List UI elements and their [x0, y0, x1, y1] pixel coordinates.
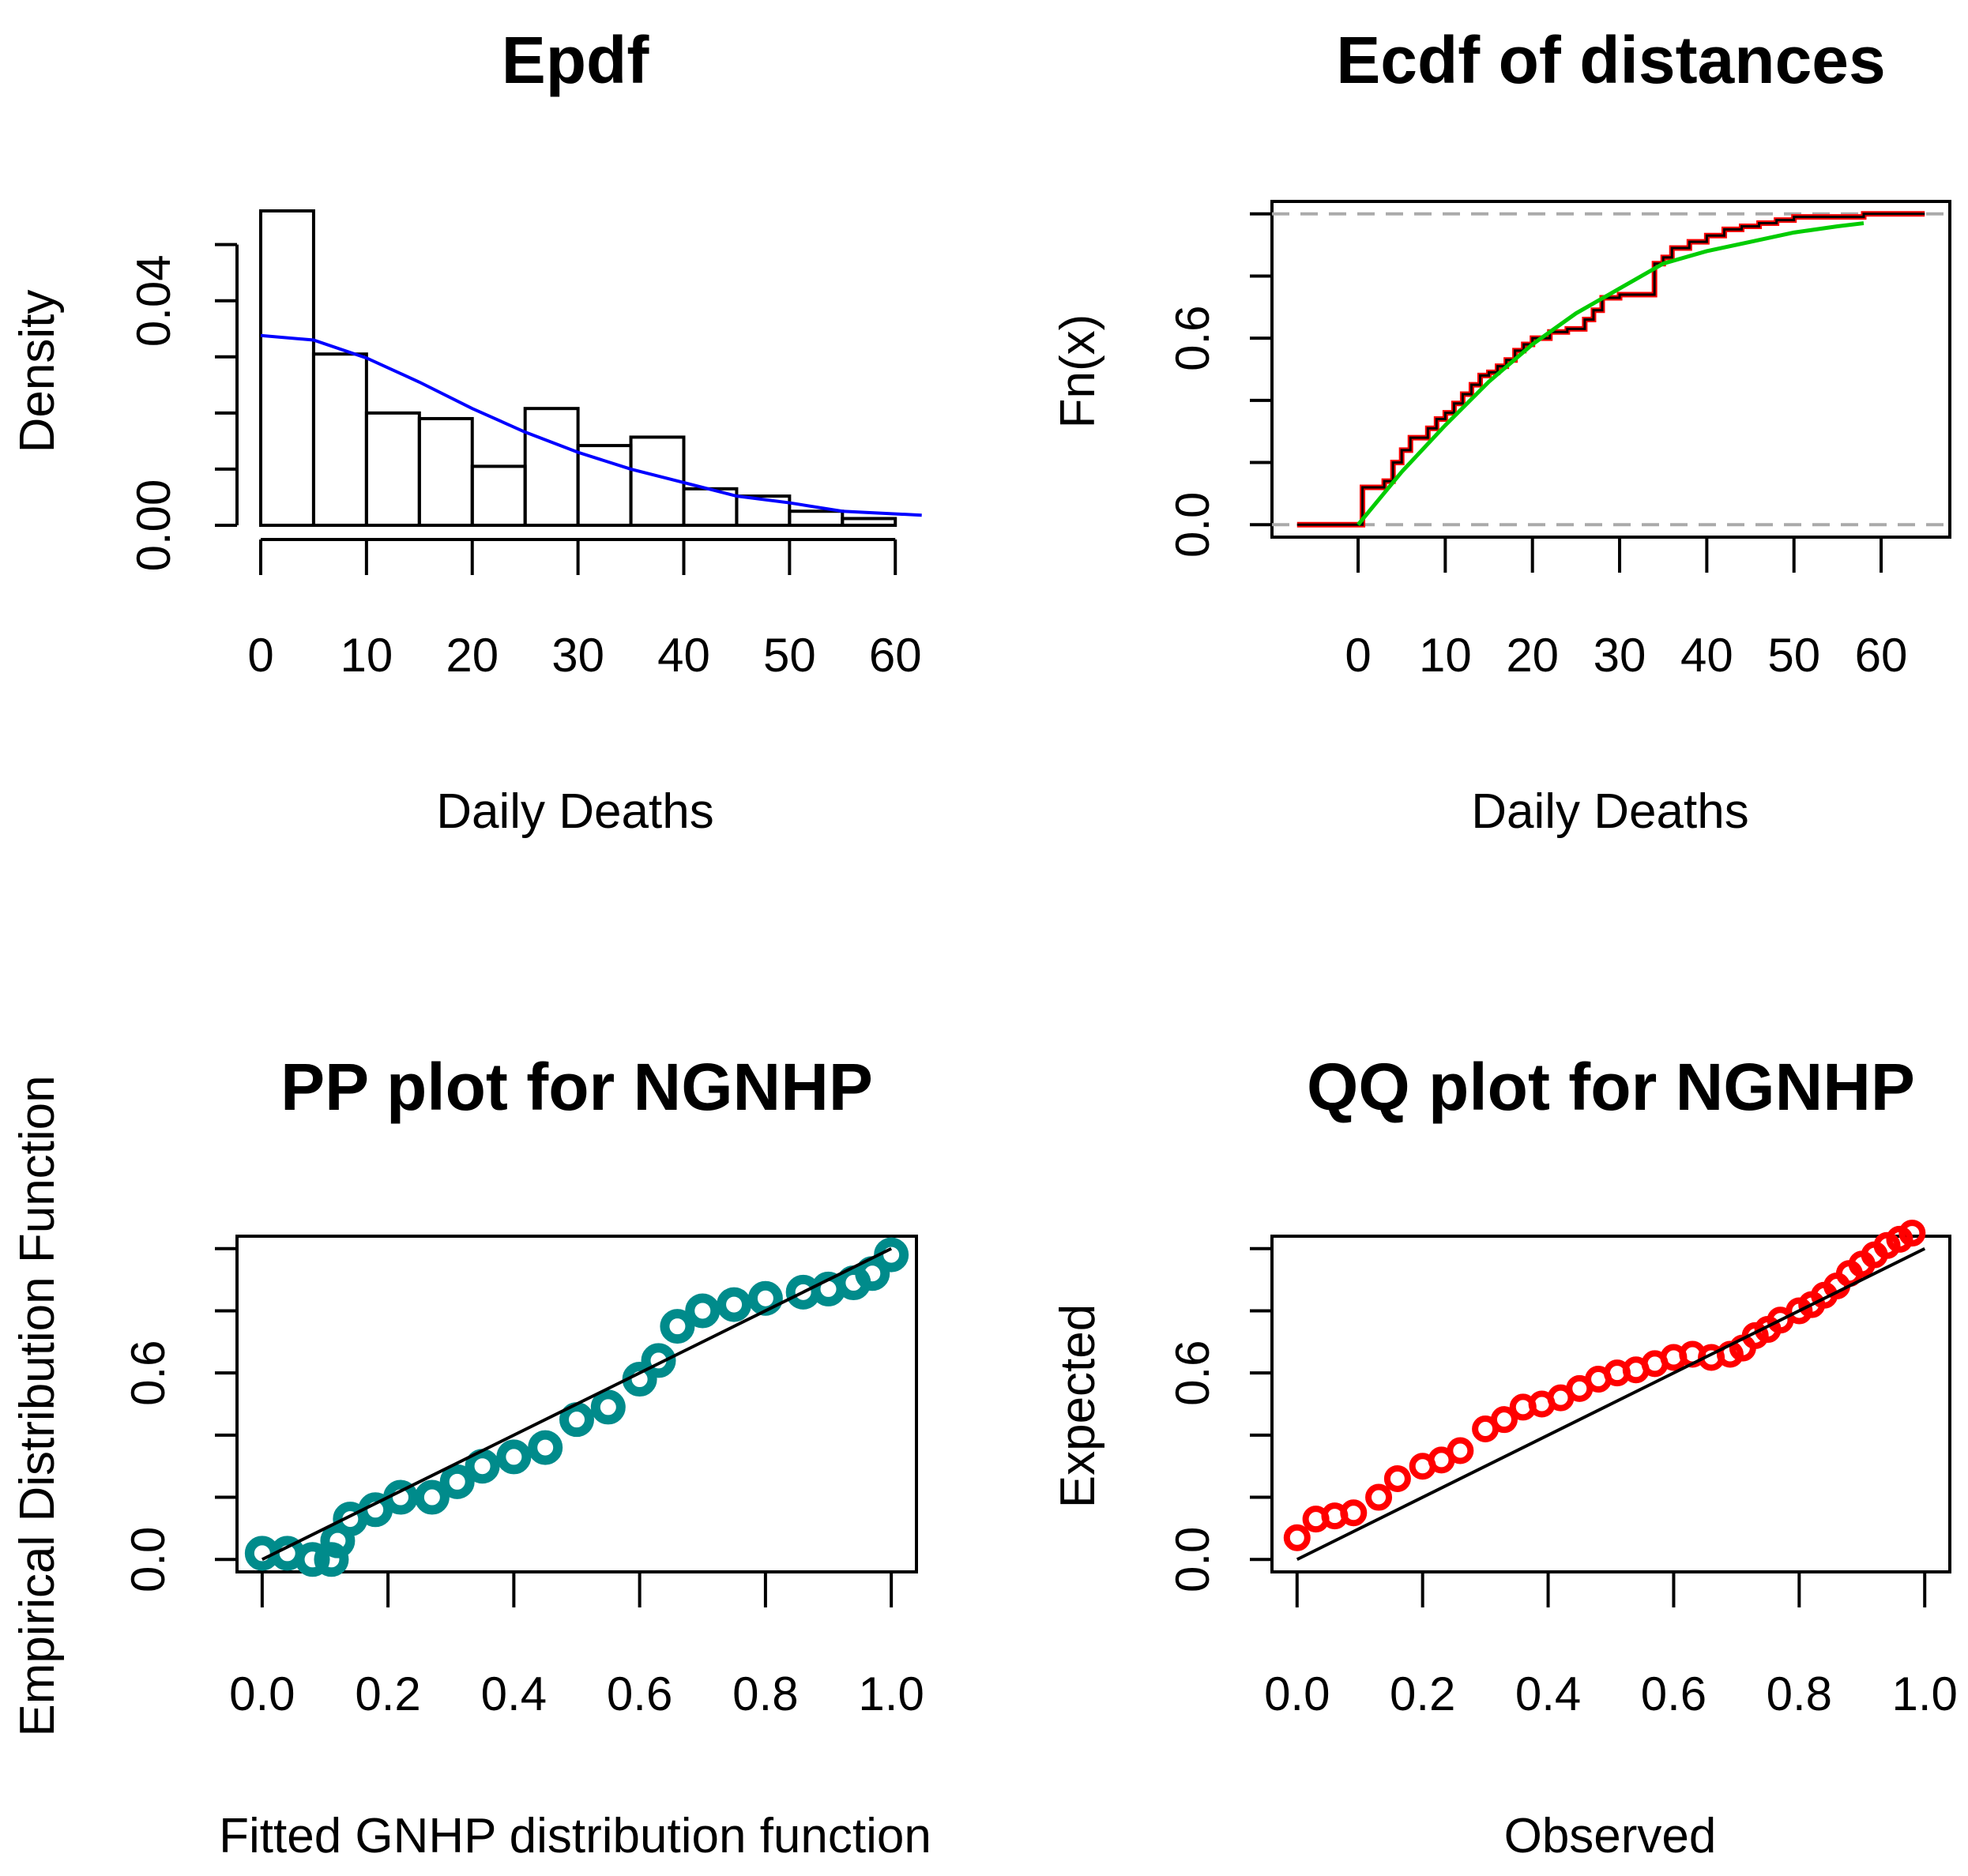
- density-curve: [260, 333, 922, 517]
- data-point: [660, 1309, 695, 1344]
- x-tick-label: 60: [869, 629, 922, 682]
- x-tick-label: 40: [657, 629, 710, 682]
- data-point: [1447, 1437, 1474, 1464]
- histogram-bar: [523, 407, 580, 528]
- data-point: [414, 1479, 450, 1515]
- histogram-bar: [259, 209, 315, 527]
- data-point: [590, 1389, 626, 1425]
- reference-line: [1296, 1246, 1926, 1562]
- x-tick-label: 1.0: [1892, 1667, 1958, 1720]
- panel-epdf: Epdf Daily Deaths Density 0.00 0.04 0 10 20 30 40…: [10, 23, 922, 839]
- x-tick-label: 0.2: [1390, 1667, 1455, 1720]
- data-point: [874, 1237, 909, 1273]
- x-axis-label: Observed: [1504, 1809, 1717, 1863]
- x-axis-label: Fitted GNHP distribution function: [219, 1809, 931, 1863]
- x-tick-label: 50: [1767, 629, 1820, 682]
- data-point: [496, 1439, 532, 1475]
- data-point: [295, 1542, 330, 1577]
- histogram-bar: [576, 444, 633, 527]
- chart-title: QQ plot for NGNHP: [1307, 1050, 1915, 1124]
- x-tick-label: 0: [1345, 629, 1371, 682]
- x-tick-label: 40: [1680, 629, 1733, 682]
- panel-ecdf: Ecdf of distances Daily Deaths Fn(x) 0.0 0.6…: [1051, 23, 1951, 839]
- y-tick-label: 0.0: [1166, 1527, 1219, 1592]
- reference-line: [261, 1246, 893, 1562]
- x-tick-label: 50: [763, 629, 816, 682]
- data-point: [717, 1287, 752, 1322]
- x-tick-label: 20: [446, 629, 499, 682]
- chart-title: Ecdf of distances: [1336, 23, 1886, 97]
- y-axis-label: Expected: [1051, 1304, 1105, 1509]
- y-tick-label: 0.00: [127, 479, 180, 572]
- data-point: [1898, 1220, 1926, 1247]
- x-tick-label: 0.6: [607, 1667, 672, 1720]
- data-point: [528, 1430, 563, 1465]
- data-point: [855, 1256, 890, 1291]
- histogram-bar: [788, 509, 845, 527]
- x-tick-label: 0.4: [1515, 1667, 1581, 1720]
- x-tick-label: 30: [551, 629, 604, 682]
- x-tick-label: 0.4: [481, 1667, 547, 1720]
- histogram-bar: [364, 411, 421, 527]
- x-tick-label: 0.8: [732, 1667, 798, 1720]
- panel-qq: QQ plot for NGNHP Observed Expected 0.0 0.6 0…: [1051, 1050, 1958, 1863]
- histogram-bar: [470, 464, 527, 527]
- data-point: [1490, 1406, 1518, 1434]
- x-tick-label: 0.0: [229, 1667, 295, 1720]
- y-axis-label: Empirical Distribution Function: [10, 1075, 65, 1736]
- x-tick-label: 20: [1506, 629, 1559, 682]
- histogram-bar: [417, 416, 474, 528]
- data-point: [1365, 1483, 1393, 1511]
- data-point: [465, 1449, 500, 1484]
- histogram-bar: [841, 517, 897, 528]
- panel-pp: PP plot for NGNHP Fitted GNHP distributio…: [10, 1050, 931, 1863]
- y-tick-label: 0.6: [1166, 1340, 1219, 1405]
- fitted-cdf-curve: [1357, 221, 1865, 526]
- data-point: [641, 1343, 676, 1378]
- data-point: [559, 1402, 594, 1438]
- data-point: [1340, 1499, 1368, 1527]
- chart-title: Epdf: [502, 23, 650, 97]
- data-point: [685, 1293, 721, 1329]
- x-tick-label: 30: [1594, 629, 1646, 682]
- x-tick-label: 0.6: [1641, 1667, 1706, 1720]
- x-axis-label: Daily Deaths: [436, 784, 713, 839]
- x-tick-label: 0.0: [1264, 1667, 1330, 1720]
- data-point: [439, 1464, 475, 1499]
- x-tick-label: 60: [1855, 629, 1908, 682]
- data-point: [1283, 1524, 1311, 1551]
- y-tick-label: 0.0: [1166, 492, 1219, 558]
- x-tick-label: 10: [340, 629, 393, 682]
- y-tick-label: 0.6: [122, 1340, 175, 1405]
- data-point: [1383, 1464, 1411, 1492]
- x-tick-label: 1.0: [858, 1667, 924, 1720]
- y-tick-label: 0.0: [122, 1527, 175, 1592]
- y-axis-label: Fn(x): [1051, 314, 1105, 429]
- x-tick-label: 0: [247, 629, 273, 682]
- y-tick-label: 0.6: [1166, 305, 1219, 370]
- chart-title: PP plot for NGNHP: [280, 1050, 873, 1124]
- ecdf-step-highlight: [1296, 211, 1925, 528]
- x-tick-label: 0.8: [1767, 1667, 1832, 1720]
- ecdf-step-line: [1296, 212, 1925, 526]
- x-tick-label: 0.2: [355, 1667, 420, 1720]
- histogram-bar: [311, 352, 368, 527]
- y-axis-label: Density: [10, 290, 65, 453]
- y-tick-label: 0.04: [127, 254, 180, 347]
- x-tick-label: 10: [1419, 629, 1472, 682]
- x-axis-label: Daily Deaths: [1471, 784, 1748, 839]
